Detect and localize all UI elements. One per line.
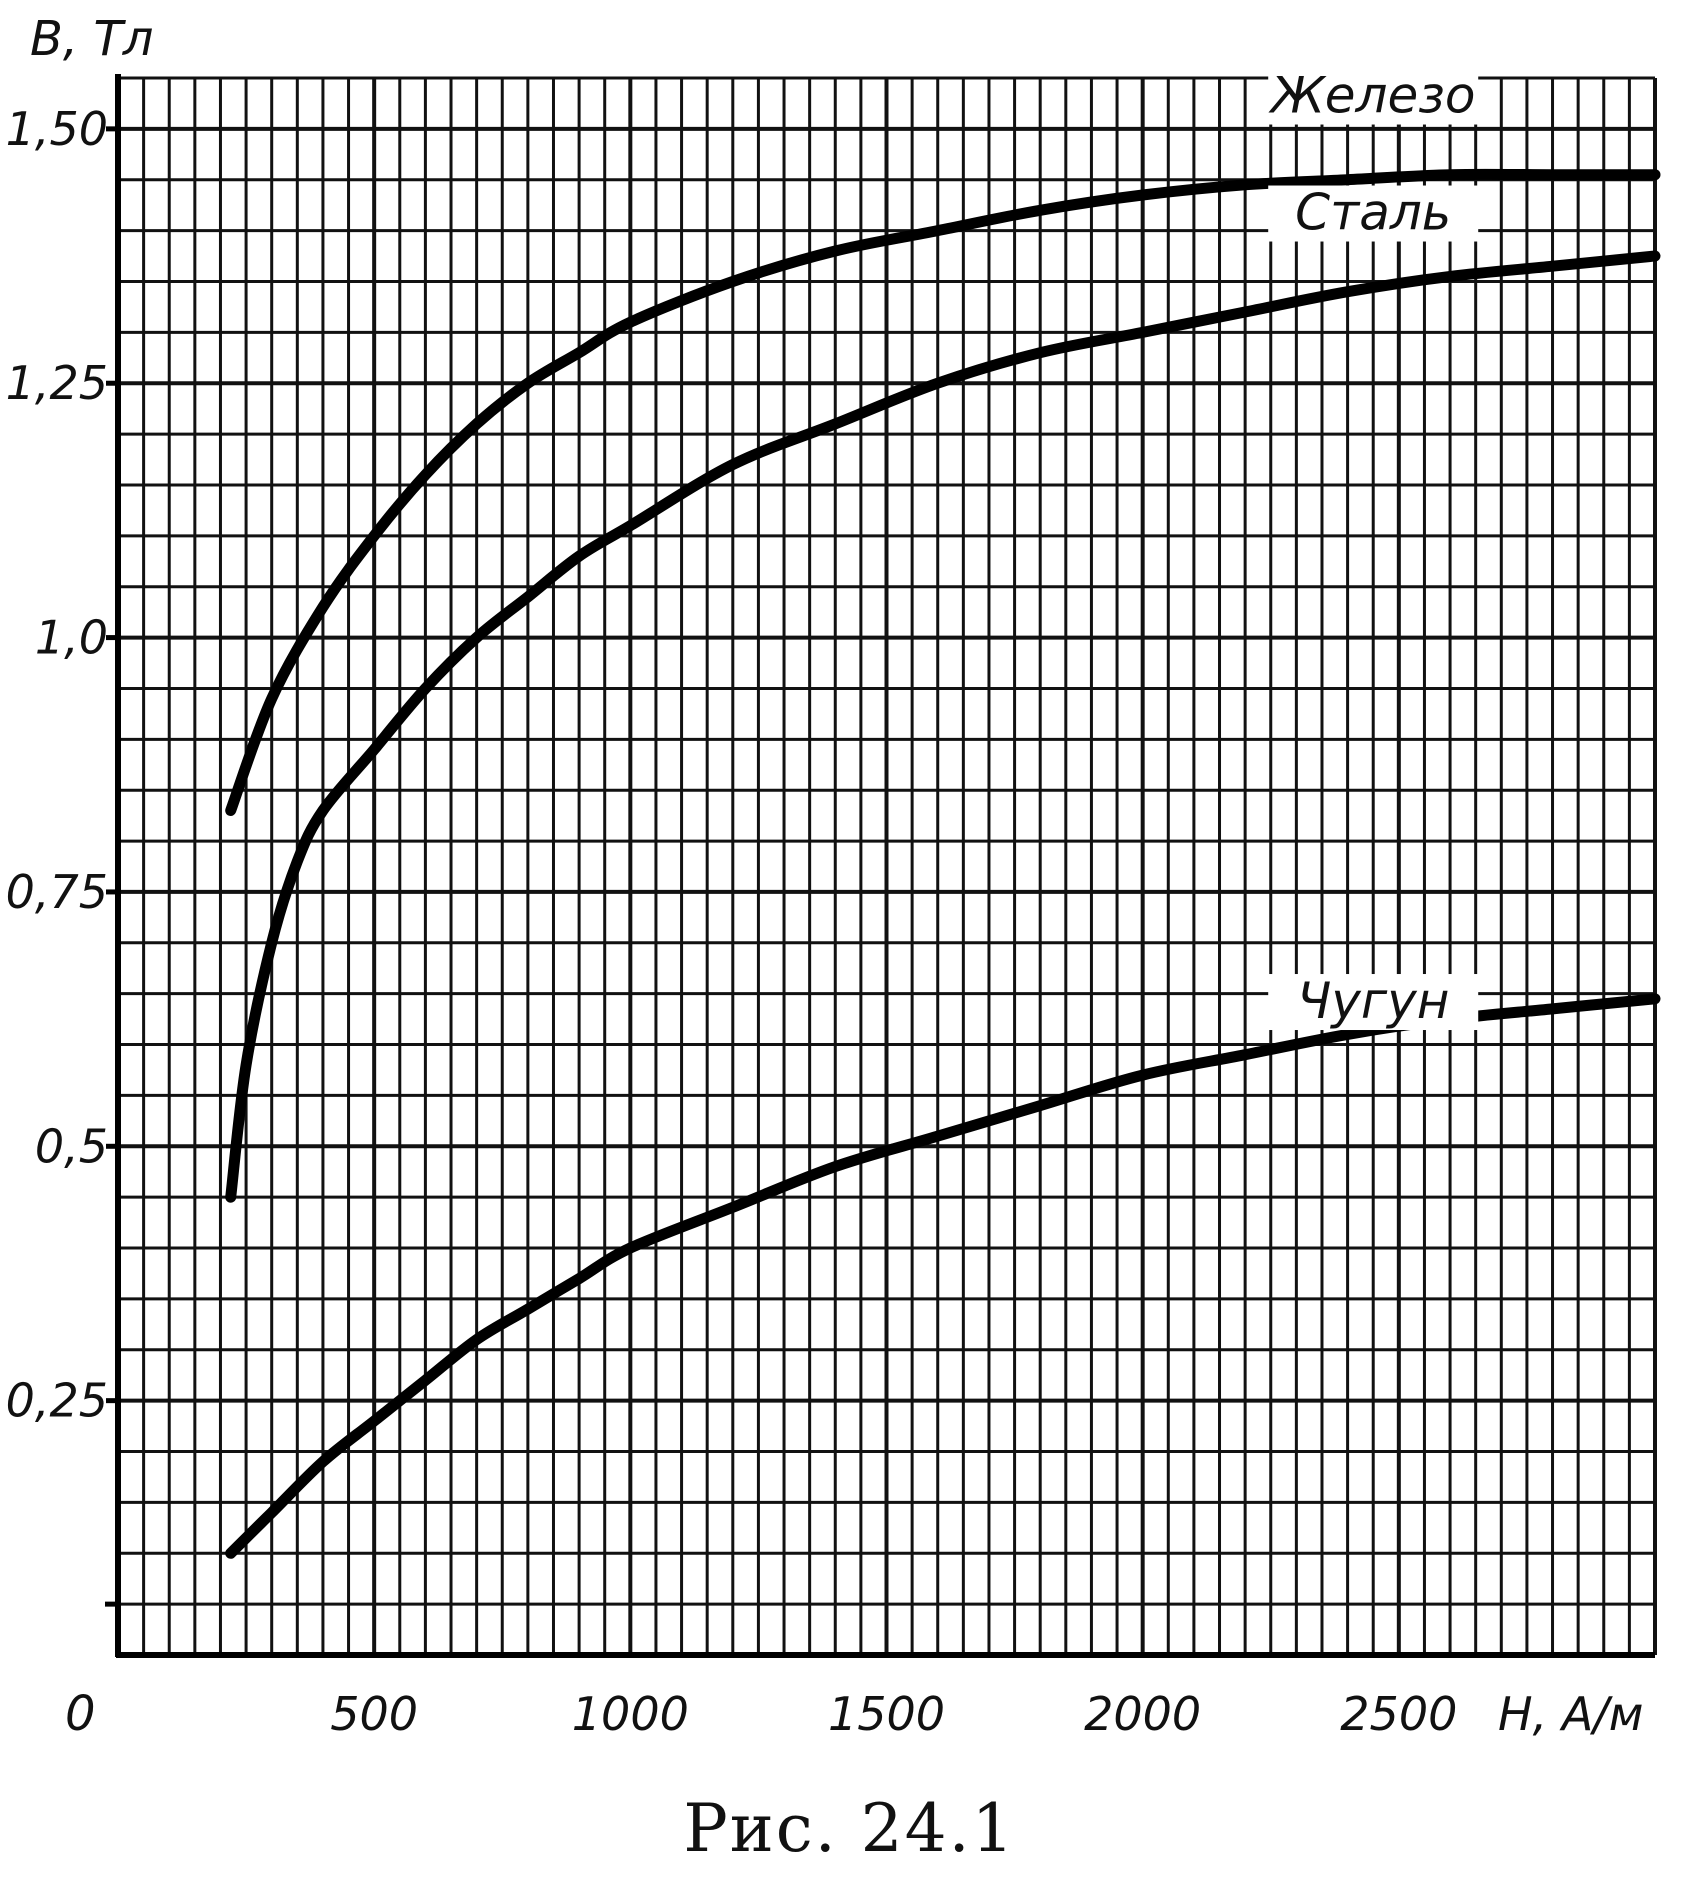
series-labels: Железо Сталь Чугун [1268, 67, 1479, 1031]
y-tick-labels: 0,25 0,5 0,75 1,0 1,25 1,50 [6, 102, 118, 1428]
figure-caption: Рис. 24.1 [683, 1790, 1016, 1867]
origin-label: 0 [65, 1686, 96, 1742]
series-label: Сталь [1295, 184, 1451, 242]
x-tick-label: 1000 [572, 1687, 689, 1741]
x-axis-label: H, A/м [1498, 1687, 1644, 1741]
series-label: Чугун [1297, 972, 1449, 1030]
series-line-3 [225, 993, 1661, 1559]
bh-chart: 0,25 0,5 0,75 1,0 1,25 1,50 500 1000 1500 2000 25… [6, 11, 1661, 1742]
y-tick-label: 0,75 [6, 865, 108, 919]
axes [105, 74, 1655, 1658]
y-tick-label: 1,0 [35, 611, 108, 665]
y-tick-label: 1,25 [6, 356, 108, 410]
series-label-bg [1268, 68, 1479, 125]
y-tick-label: 0,5 [35, 1119, 108, 1173]
series-line-1 [225, 168, 1661, 816]
x-tick-label: 2000 [1084, 1687, 1201, 1741]
y-tick-label: 0,25 [6, 1374, 108, 1428]
y-tick-label: 1,50 [6, 102, 108, 156]
x-tick-label: 500 [330, 1687, 418, 1741]
x-tick-label: 1500 [828, 1687, 945, 1741]
curves [225, 168, 1661, 1559]
grid-major [118, 78, 1657, 1655]
x-tick-labels: 500 1000 1500 2000 2500 [330, 1687, 1457, 1741]
series-label-bg [1268, 185, 1479, 242]
series-label: Железо [1268, 67, 1476, 125]
series-line-2 [225, 250, 1661, 1203]
series-label-bg [1268, 974, 1479, 1031]
y-axis-label: B, Тл [30, 11, 153, 67]
x-tick-label: 2500 [1340, 1687, 1457, 1741]
